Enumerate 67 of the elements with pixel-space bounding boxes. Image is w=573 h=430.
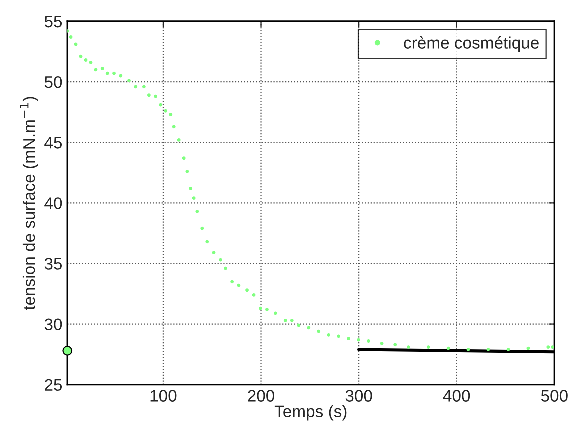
point xyxy=(154,94,158,98)
x-tick-label: 500 xyxy=(541,390,568,402)
y-tick-label: 50 xyxy=(44,76,62,88)
y-tick-label: 30 xyxy=(44,318,62,330)
point xyxy=(182,156,186,160)
point xyxy=(89,60,93,64)
point xyxy=(69,36,73,39)
legend-label: crème cosmétique xyxy=(404,36,539,52)
point xyxy=(290,318,294,322)
point xyxy=(164,109,168,113)
point xyxy=(230,280,234,284)
point xyxy=(357,338,360,342)
point xyxy=(62,346,73,356)
point xyxy=(134,85,138,89)
point xyxy=(246,288,249,292)
point xyxy=(112,72,116,76)
point xyxy=(380,342,384,346)
y-axis-title: tension de surface (mN.m$^{−1}$) xyxy=(20,97,38,310)
x-axis-title: Temps (s) xyxy=(274,405,347,421)
y-tick-label: 40 xyxy=(44,198,62,210)
point xyxy=(177,138,181,142)
point xyxy=(551,346,554,350)
point xyxy=(147,94,151,98)
point xyxy=(266,308,269,312)
point xyxy=(212,251,216,255)
point xyxy=(100,67,104,70)
point xyxy=(186,170,190,174)
point xyxy=(192,196,196,200)
point xyxy=(307,326,311,330)
point xyxy=(327,333,331,337)
x-tick-label: 400 xyxy=(443,390,470,402)
point xyxy=(200,226,204,230)
x-tick-label: 100 xyxy=(150,390,177,402)
x-tick-label: 300 xyxy=(346,390,372,402)
point xyxy=(337,334,341,338)
y-tick-label: 25 xyxy=(45,379,62,392)
y-tick-label: 35 xyxy=(44,258,62,270)
y-tick-label: 55 xyxy=(44,16,62,28)
point xyxy=(347,337,350,341)
point xyxy=(196,210,200,214)
y-tick-label: 45 xyxy=(44,137,62,149)
point xyxy=(172,125,176,129)
point xyxy=(84,58,88,62)
point xyxy=(224,266,228,270)
point xyxy=(274,312,278,316)
point xyxy=(128,79,131,83)
point xyxy=(219,258,222,262)
point xyxy=(406,346,410,350)
point xyxy=(466,348,470,352)
point xyxy=(206,240,210,244)
point xyxy=(546,346,550,350)
point xyxy=(284,318,288,322)
point xyxy=(367,340,370,343)
point xyxy=(79,54,83,58)
point xyxy=(252,294,256,297)
point xyxy=(258,306,262,310)
point xyxy=(106,72,110,76)
point xyxy=(426,346,430,350)
point xyxy=(142,85,146,89)
x-tick-label: 200 xyxy=(248,390,275,402)
point xyxy=(486,348,490,352)
point xyxy=(394,343,398,347)
point xyxy=(506,348,510,352)
point xyxy=(169,113,173,116)
point xyxy=(317,330,321,334)
point xyxy=(159,103,163,107)
point xyxy=(189,186,193,190)
